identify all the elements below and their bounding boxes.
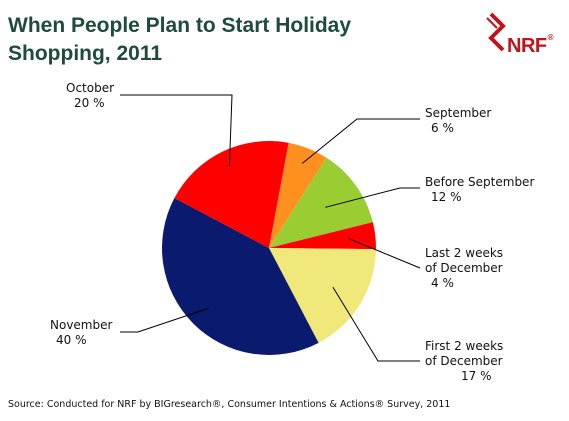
nrf-logo-icon: [486, 12, 506, 52]
title-line-2: Shopping, 2011: [8, 42, 163, 65]
slice-label-october: October: [66, 81, 115, 95]
slice-label-november: November: [50, 318, 113, 332]
pie-slice-before-september: [269, 157, 373, 248]
slice-label-first-2-weeks-l1: First 2 weeks: [425, 339, 504, 353]
pie-slice-first-2-weeks-of-december: [269, 248, 376, 343]
label-october: October 20 %: [66, 81, 114, 111]
label-last-2-weeks: Last 2 weeks of December 4 %: [425, 246, 503, 291]
slice-label-first-2-weeks-l2: of December: [425, 354, 503, 368]
value-label-september: 6 %: [431, 121, 454, 135]
slice-label-last-2-weeks-l2: of December: [425, 261, 503, 275]
pie-slice-november: [162, 198, 319, 355]
slice-label-before-september: Before September: [425, 175, 535, 189]
value-label-october: 20 %: [74, 96, 105, 110]
logo-registered-mark: ®: [547, 33, 554, 42]
leader-line-before-september: [325, 187, 420, 208]
slice-label-last-2-weeks-l1: Last 2 weeks: [425, 246, 504, 260]
pie-slice-september: [269, 142, 327, 248]
label-before-september: Before September 12 %: [425, 175, 534, 205]
label-september: September 6 %: [425, 106, 491, 136]
value-label-before-september: 12 %: [431, 190, 462, 204]
slice-label-september: September: [425, 106, 492, 120]
leader-line-september: [301, 118, 420, 164]
value-label-last-2-weeks: 4 %: [431, 276, 454, 290]
label-november: November 40 %: [50, 318, 112, 348]
value-label-november: 40 %: [56, 333, 87, 347]
source-note: Source: Conducted for NRF by BIGresearch…: [8, 399, 451, 410]
nrf-logo-text: NRF®: [507, 33, 554, 58]
page-title: When People Plan to Start Holiday Shoppi…: [8, 12, 428, 68]
leader-line-first-2-weeks-of-december: [332, 286, 420, 362]
logo-name: NRF: [507, 35, 547, 57]
leader-line-october: [120, 94, 233, 167]
label-first-2-weeks: First 2 weeks of December 17 %: [425, 339, 503, 384]
title-line-1: When People Plan to Start Holiday: [8, 14, 352, 37]
leader-line-last-2-weeks-of-december: [348, 238, 421, 269]
leader-line-november: [120, 307, 209, 333]
pie-slice-october: [174, 141, 289, 248]
value-label-first-2-weeks: 17 %: [461, 369, 492, 383]
pie-slice-last-2-weeks-of-december: [269, 222, 376, 250]
